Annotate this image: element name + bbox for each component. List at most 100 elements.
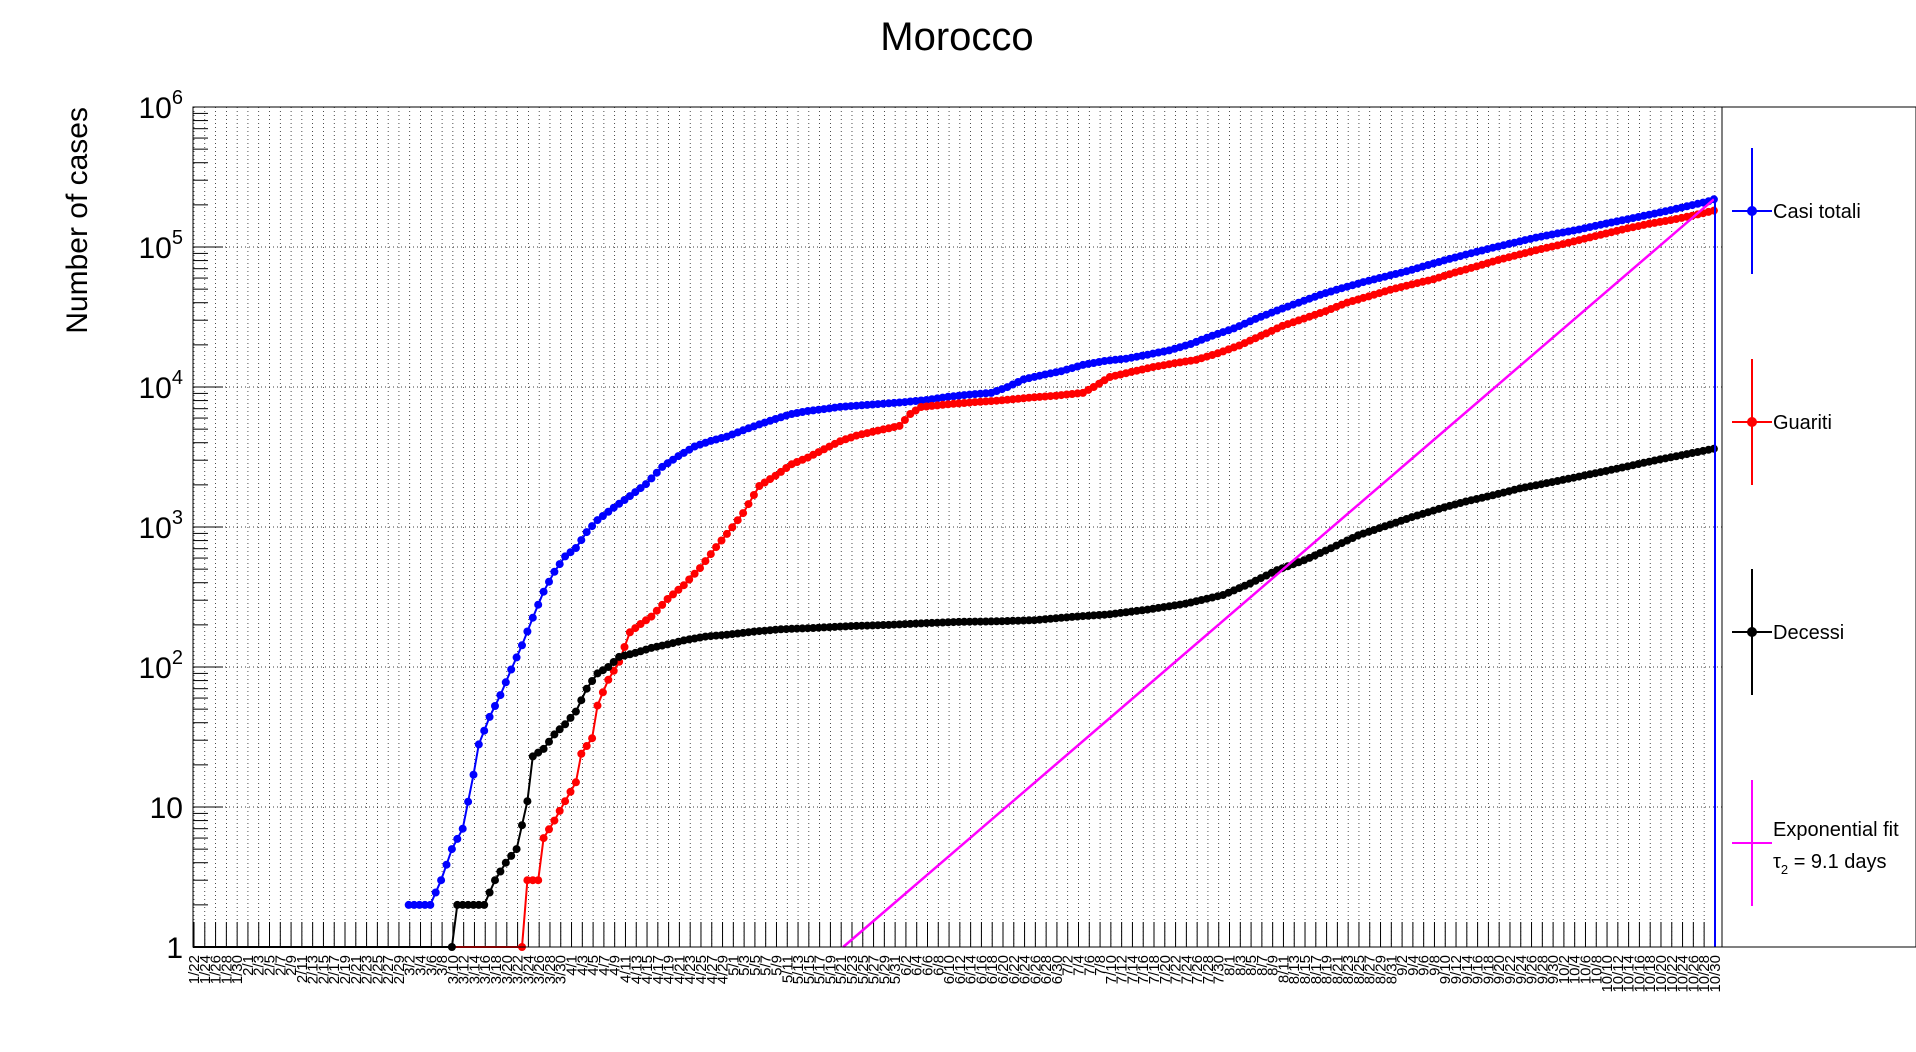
data-point: [512, 845, 521, 854]
data-point: [582, 528, 591, 537]
data-point: [447, 845, 456, 854]
data-point: [669, 590, 677, 599]
x-tick-label: 10/10: [1599, 955, 1616, 993]
x-tick-label: 3/8: [434, 955, 451, 976]
x-tick-label: 8/1: [1222, 955, 1239, 976]
x-tick-label: 9/26: [1524, 955, 1541, 984]
data-point: [480, 726, 489, 735]
x-tick-label: 7/6: [1081, 955, 1098, 976]
data-point: [588, 522, 597, 531]
x-tick-label: 5/19: [822, 955, 839, 984]
data-point: [545, 577, 553, 586]
data-point: [722, 529, 731, 538]
data-point: [491, 876, 499, 885]
data-point: [555, 560, 564, 569]
x-axis: 1/221/241/261/281/302/12/32/52/72/92/112…: [186, 922, 1724, 993]
x-tick-label: 4/3: [574, 955, 591, 976]
data-point: [518, 821, 526, 830]
data-point: [566, 713, 575, 722]
x-tick-label: 4/5: [585, 955, 602, 976]
x-tick-label: 8/23: [1340, 955, 1357, 984]
x-tick-label: 2/7: [272, 955, 289, 976]
data-point: [518, 641, 526, 650]
x-tick-label: 4/15: [639, 955, 656, 984]
data-point: [545, 825, 553, 834]
chart-title: Morocco: [880, 15, 1033, 59]
x-tick-label: 9/20: [1491, 955, 1508, 984]
data-point: [485, 888, 494, 897]
data-point: [469, 770, 478, 779]
legend-marker: [1747, 627, 1757, 637]
x-tick-label: 5/21: [833, 955, 850, 984]
data-point: [550, 730, 559, 739]
data-point: [577, 536, 586, 545]
data-point: [739, 509, 748, 518]
x-tick-label: 4/1: [564, 955, 581, 976]
x-tick-label: 6/2: [898, 955, 915, 976]
data-point: [571, 544, 580, 552]
x-tick-label: 7/2: [1060, 955, 1077, 976]
data-point: [474, 740, 483, 749]
x-tick-label: 9/16: [1470, 955, 1487, 984]
x-tick-label: 2/23: [359, 955, 376, 984]
x-tick-label: 6/26: [1027, 955, 1044, 984]
series-layer: [193, 195, 1718, 951]
x-tick-label: 10/24: [1675, 955, 1692, 993]
legend-label: Exponential fit: [1773, 819, 1899, 841]
y-tick-label: 1: [166, 932, 183, 965]
x-tick-label: 4/21: [671, 955, 688, 984]
data-point: [593, 701, 602, 710]
data-point: [561, 797, 570, 806]
x-tick-label: 4/7: [596, 955, 613, 976]
x-tick-label: 3/2: [402, 955, 419, 976]
x-tick-label: 7/18: [1146, 955, 1163, 984]
data-point: [604, 675, 613, 684]
data-point: [598, 512, 607, 520]
data-point: [555, 725, 564, 734]
x-tick-label: 8/3: [1232, 955, 1249, 976]
x-tick-label: 5/15: [801, 955, 818, 984]
data-point: [566, 548, 575, 557]
x-tick-label: 8/31: [1383, 955, 1400, 984]
x-tick-label: 10/8: [1588, 955, 1605, 984]
y-tick-label: 105: [139, 227, 184, 265]
x-tick-label: 10/22: [1664, 955, 1681, 993]
x-tick-label: 5/17: [812, 955, 829, 984]
x-tick-label: 8/15: [1297, 955, 1314, 984]
x-tick-label: 7/28: [1200, 955, 1217, 984]
data-point: [658, 600, 667, 609]
x-tick-label: 6/16: [973, 955, 990, 984]
x-tick-label: 5/11: [779, 955, 796, 983]
x-tick-label: 9/14: [1459, 955, 1476, 984]
x-tick-label: 9/12: [1448, 955, 1465, 984]
x-tick-label: 9/24: [1513, 955, 1530, 984]
x-tick-label: 4/23: [682, 955, 699, 984]
data-point: [625, 628, 634, 637]
x-tick-label: 6/6: [919, 955, 936, 976]
x-tick-label: 8/17: [1308, 955, 1325, 984]
data-point: [523, 627, 532, 636]
data-point: [620, 643, 629, 651]
data-point: [426, 900, 435, 909]
x-tick-label: 6/30: [1049, 955, 1066, 984]
x-tick-label: 7/20: [1157, 955, 1174, 984]
x-tick-label: 4/25: [693, 955, 710, 984]
data-point: [685, 575, 694, 584]
data-point: [588, 677, 597, 685]
x-tick-label: 10/18: [1642, 955, 1659, 993]
data-point: [561, 552, 570, 561]
data-point: [534, 876, 543, 885]
data-point: [663, 595, 672, 603]
data-point: [679, 581, 688, 590]
data-point: [733, 516, 742, 525]
data-point: [496, 691, 505, 700]
x-tick-label: 6/20: [995, 955, 1012, 984]
data-point: [696, 564, 704, 573]
data-point: [555, 806, 564, 815]
data-point: [431, 888, 440, 897]
data-point: [561, 720, 570, 729]
data-point: [647, 474, 656, 483]
data-point: [647, 612, 656, 621]
legend-box: [1721, 106, 1916, 948]
